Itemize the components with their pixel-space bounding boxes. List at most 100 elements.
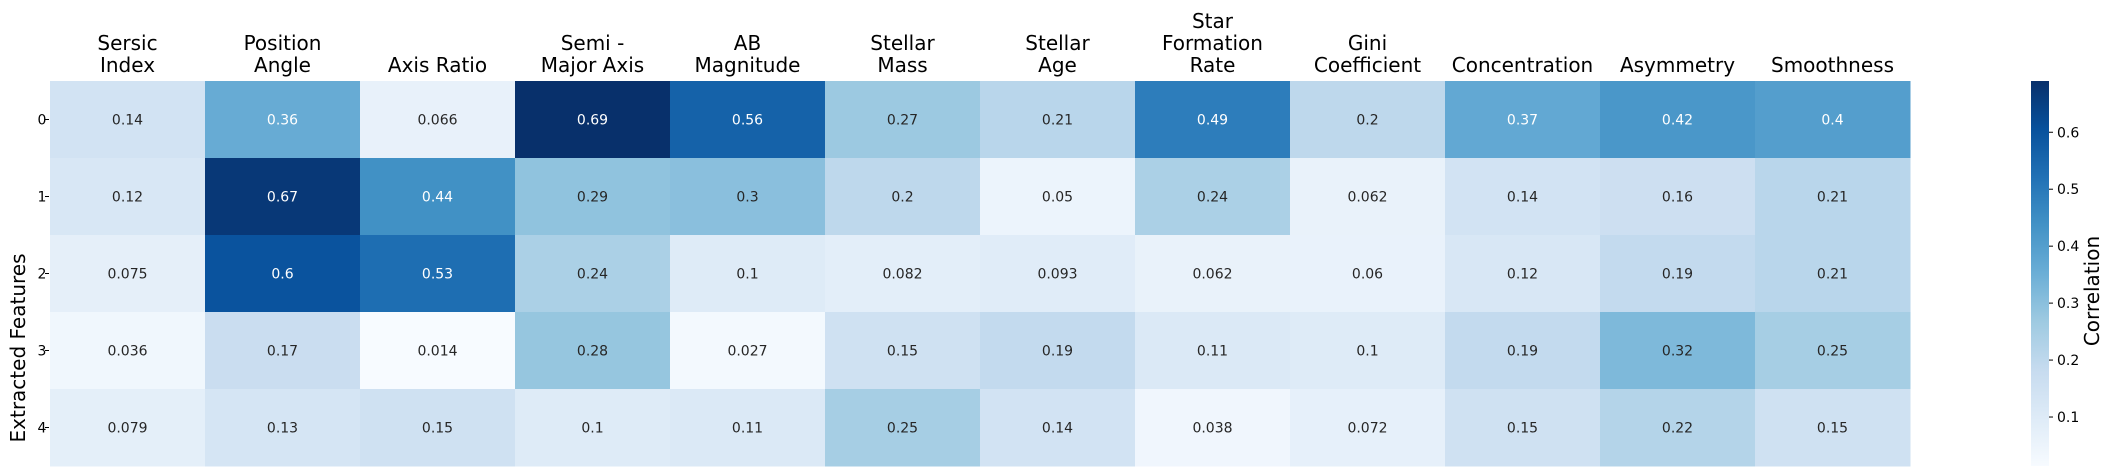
heatmap-cell [670,389,826,467]
heatmap-cell [1135,235,1291,313]
cell-value-label: 0.21 [1817,267,1848,283]
cell-value-label: 0.69 [577,113,608,129]
column-label: Position [244,31,322,55]
heatmap-cell [1755,235,1911,313]
column-label: Sersic [97,31,157,55]
column-label: Mass [877,53,927,77]
colorbar-tick-label: 0.2 [2057,353,2079,369]
column-label: Semi - [561,31,625,55]
cell-value-label: 0.42 [1662,113,1693,129]
heatmap-cell [670,235,826,313]
heatmap-cell [1135,81,1291,159]
cell-value-label: 0.21 [1042,113,1073,129]
heatmap-cell [1135,312,1291,390]
cell-value-label: 0.24 [1197,190,1228,206]
heatmap-cell [205,312,361,390]
cell-value-label: 0.49 [1197,113,1228,129]
column-label: Axis Ratio [388,53,487,77]
column-label: Smoothness [1771,53,1894,77]
cell-value-label: 0.19 [1042,344,1073,360]
row-label: 0 [38,113,47,129]
column-label: Formation [1162,31,1263,55]
heatmap-cell [205,158,361,236]
colorbar-gradient [2031,81,2049,466]
cell-value-label: 0.16 [1662,190,1693,206]
heatmap-cell [360,81,516,159]
heatmap-cell [515,389,671,467]
heatmap-cell [1600,312,1756,390]
heatmap-cell [1755,312,1911,390]
cell-value-label: 0.28 [577,344,608,360]
column-label: Magnitude [695,53,801,77]
heatmap-cell [515,81,671,159]
heatmap-cell [1445,81,1601,159]
heatmap-cell [1135,158,1291,236]
colorbar-tick-label: 0.6 [2057,125,2079,141]
heatmap-cell [360,158,516,236]
heatmap-cell [980,312,1136,390]
cell-value-label: 0.14 [1507,190,1538,206]
column-label: Stellar [870,31,935,55]
heatmap-cell [825,389,981,467]
heatmap-cell [50,389,206,467]
heatmap-cell [980,81,1136,159]
heatmap-cell [360,235,516,313]
heatmap-cell [1135,389,1291,467]
heatmap-cell [825,235,981,313]
heatmap-cell [825,312,981,390]
cell-value-label: 0.4 [1821,113,1843,129]
heatmap-cell [515,312,671,390]
colorbar-tick-label: 0.1 [2057,410,2079,426]
cell-value-label: 0.21 [1817,190,1848,206]
cell-value-label: 0.19 [1507,344,1538,360]
column-label: Stellar [1025,31,1090,55]
heatmap-cell [1290,235,1446,313]
heatmap-cell [205,81,361,159]
heatmap-cell [360,312,516,390]
cell-value-label: 0.11 [732,421,763,437]
heatmap-cell [515,235,671,313]
cell-value-label: 0.15 [1817,421,1848,437]
cell-value-label: 0.27 [887,113,918,129]
heatmap-cell [1290,389,1446,467]
cell-value-label: 0.06 [1352,267,1383,283]
column-label: Asymmetry [1620,53,1735,77]
heatmap-cell [1445,312,1601,390]
heatmap-cell [670,312,826,390]
heatmap-cell [1290,312,1446,390]
heatmap-cell [1600,235,1756,313]
cell-value-label: 0.05 [1042,190,1073,206]
heatmap-cell [1600,158,1756,236]
cell-value-label: 0.093 [1037,267,1077,283]
cell-value-label: 0.075 [107,267,147,283]
heatmap-cell [1445,389,1601,467]
cell-value-label: 0.066 [417,113,457,129]
cell-value-label: 0.062 [1192,267,1232,283]
heatmap-cell [50,81,206,159]
heatmap-cell [1755,158,1911,236]
colorbar: 0.1 0.2 0.3 0.4 0.5 0.6 [2031,81,2079,466]
colorbar-tick-label: 0.4 [2057,239,2079,255]
cell-value-label: 0.038 [1192,421,1232,437]
column-label: AB [734,31,761,55]
cell-value-label: 0.082 [882,267,922,283]
cell-value-label: 0.14 [1042,421,1073,437]
cell-value-label: 0.15 [887,344,918,360]
cell-value-label: 0.36 [267,113,298,129]
cell-value-label: 0.67 [267,190,298,206]
heatmap-cell [50,235,206,313]
cell-value-label: 0.014 [417,344,457,360]
column-label: Star [1192,9,1234,33]
heatmap-cell [670,81,826,159]
column-label: Gini [1348,31,1387,55]
column-label: Index [100,53,155,77]
cell-value-label: 0.1 [581,421,603,437]
column-label: Major Axis [541,53,644,77]
cell-value-label: 0.2 [891,190,913,206]
cell-value-label: 0.14 [112,113,143,129]
heatmap-cell [825,81,981,159]
heatmap-cell [205,235,361,313]
row-labels: 0 1 2 3 4 [38,113,49,437]
cell-value-label: 0.072 [1347,421,1387,437]
